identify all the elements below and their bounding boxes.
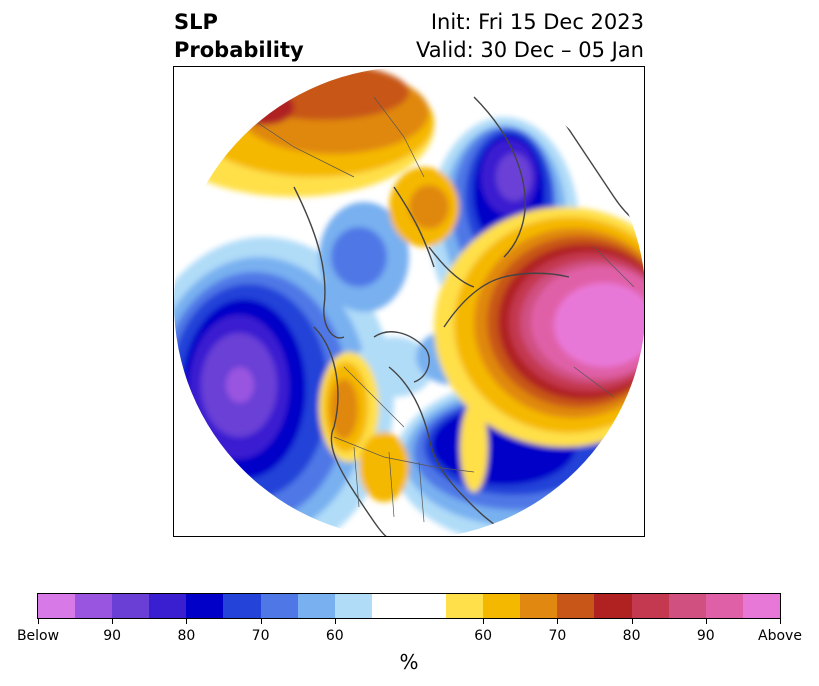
colorbar-tick-label: Above <box>758 628 802 644</box>
colorbar-above-segment <box>446 594 484 618</box>
borders <box>233 96 635 523</box>
valid-period: Valid: 30 Dec – 05 Jan <box>415 38 644 62</box>
title-variable: SLP <box>174 10 218 34</box>
colorbar-below-segment <box>223 594 261 618</box>
polar-map <box>173 66 645 537</box>
colorbar-below-segment <box>38 594 76 618</box>
colorbar-tick-label: 90 <box>696 628 715 644</box>
colorbar-above-segment <box>742 594 780 618</box>
colorbar-tick-mark <box>38 619 39 624</box>
colorbar-tick-label: Below <box>16 628 60 644</box>
colorbar-tick-mark <box>631 619 633 624</box>
colorbar-tick-label: 70 <box>251 628 270 644</box>
colorbar-tick-label: 60 <box>474 628 493 644</box>
colorbar-below-segment <box>149 594 187 618</box>
colorbar-tick-mark <box>483 619 485 624</box>
colorbar-tick-label: 80 <box>622 628 641 644</box>
colorbar-tick-label: 80 <box>177 628 196 644</box>
colorbar-unit-label: % <box>399 650 419 674</box>
colorbar-tick-label: 90 <box>103 628 122 644</box>
colorbar-tick-mark <box>557 619 559 624</box>
colorbar-tick-label: 60 <box>325 628 344 644</box>
colorbar-below-segment <box>186 594 224 618</box>
probability-colorbar <box>37 593 781 619</box>
colorbar-tick-mark <box>780 619 781 624</box>
title-metric: Probability <box>174 38 304 62</box>
colorbar-below-segment <box>260 594 298 618</box>
colorbar-tick-label: 70 <box>548 628 567 644</box>
probability-map-svg <box>174 67 644 536</box>
colorbar-tick-mark <box>705 619 707 624</box>
colorbar-above-segment <box>668 594 706 618</box>
colorbar-below-segment <box>75 594 113 618</box>
colorbar-above-segment <box>520 594 558 618</box>
colorbar-below-segment <box>297 594 335 618</box>
colorbar-neutral-segment <box>371 594 447 618</box>
colorbar-tick-mark <box>334 619 336 624</box>
colorbar-below-segment <box>334 594 372 618</box>
colorbar-tick-mark <box>260 619 262 624</box>
chart-title-right: Init: Fri 15 Dec 2023 Valid: 30 Dec – 05… <box>416 8 644 64</box>
colorbar-above-segment <box>631 594 669 618</box>
init-date: Init: Fri 15 Dec 2023 <box>430 10 644 34</box>
colorbar-above-segment <box>557 594 595 618</box>
colorbar-below-segment <box>112 594 150 618</box>
colorbar-tick-mark <box>112 619 114 624</box>
colorbar-above-segment <box>705 594 743 618</box>
colorbar-above-segment <box>483 594 521 618</box>
colorbar-above-segment <box>594 594 632 618</box>
colorbar-tick-mark <box>186 619 188 624</box>
chart-title-left: SLP Probability <box>174 8 304 64</box>
